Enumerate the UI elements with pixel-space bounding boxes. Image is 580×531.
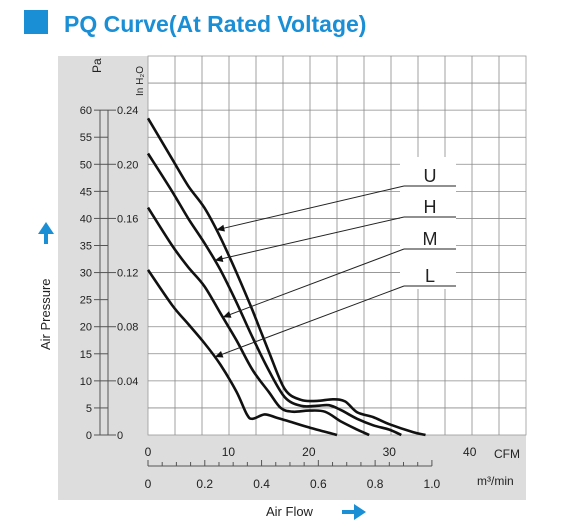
grid (148, 56, 526, 435)
x-cfm-tick-label: 0 (145, 445, 152, 459)
left-axis-panel (58, 56, 148, 500)
x-unit-cfm: CFM (494, 447, 520, 461)
y-pa-tick-label: 15 (80, 349, 92, 361)
y-pa-tick-label: 50 (80, 159, 92, 171)
y-pa-tick-label: 10 (80, 376, 92, 388)
x-axis-title: Air Flow (266, 504, 314, 519)
series-line-m (146, 206, 370, 437)
x-m3min-tick-label: 0.2 (196, 477, 213, 491)
series-line-h (146, 152, 402, 437)
x-unit-m3min: m³/min (477, 474, 514, 488)
legend-label-u: U (424, 166, 437, 186)
y-pa-tick-label: 30 (80, 268, 92, 280)
y-unit-pa: Pa (90, 58, 104, 73)
x-m3min-tick-label: 0.6 (310, 477, 327, 491)
arrowhead-icon (214, 350, 224, 358)
y-pa-tick-label: 25 (80, 295, 92, 307)
series-line-u (146, 117, 426, 437)
legend-label-l: L (425, 266, 435, 286)
bottom-axis-panel (58, 435, 526, 500)
series-line-l (146, 269, 338, 437)
y-pa-tick-label: 45 (80, 186, 92, 198)
series-lines (146, 117, 426, 437)
y-inh2o-tick-label: 0.16 (117, 213, 138, 225)
y-pa-tick-label: 60 (80, 105, 92, 117)
y-pa-tick-label: 40 (80, 213, 92, 225)
legend-leader-h (214, 216, 405, 261)
legend-label-m: M (423, 229, 438, 249)
y-pa-tick-label: 35 (80, 241, 92, 253)
title-accent-square (24, 10, 48, 34)
x-cfm-tick-label: 20 (302, 445, 316, 459)
page-title: PQ Curve(At Rated Voltage) (64, 11, 366, 37)
x-cfm-tick-label: 40 (463, 445, 477, 459)
y-pa-tick-label: 20 (80, 322, 92, 334)
y-inh2o-tick-label: 0 (117, 430, 123, 442)
y-unit-inh2o: In H₂O (135, 66, 146, 96)
y-inh2o-tick-label: 0.08 (117, 322, 138, 334)
y-axis-arrow-icon (38, 222, 54, 244)
x-m3min-tick-label: 0.4 (253, 477, 270, 491)
arrowhead-icon (222, 311, 232, 318)
y-inh2o-tick-label: 0.12 (117, 268, 138, 280)
legend-box (400, 157, 456, 289)
x-axis-arrow-icon (342, 504, 366, 520)
x-m3min-tick-label: 0 (145, 477, 152, 491)
x-cfm-tick-label: 10 (222, 445, 236, 459)
x-m3min-tick-label: 1.0 (424, 477, 441, 491)
legend-leader-l (214, 285, 405, 358)
legend-leader-m (222, 248, 405, 318)
y-axis-title: Air Pressure (38, 278, 53, 350)
x-cfm-tick-label: 30 (383, 445, 397, 459)
arrowhead-icon (216, 224, 225, 232)
legend-leader-u (216, 185, 405, 231)
y-inh2o-tick-label: 0.24 (117, 105, 138, 117)
y-inh2o-tick-label: 0.04 (117, 376, 138, 388)
legend-label-h: H (424, 197, 437, 217)
x-m3min-tick-label: 0.8 (367, 477, 384, 491)
y-pa-tick-label: 0 (86, 430, 92, 442)
y-pa-tick-label: 55 (80, 132, 92, 144)
y-inh2o-tick-label: 0.20 (117, 159, 138, 171)
arrowhead-icon (214, 255, 224, 263)
axes: 0 5 10 15 20 25 30 35 40 45 50 55 60 0 0.04 0.08 0.12 0.1… (80, 105, 477, 491)
y-pa-tick-label: 5 (86, 403, 92, 415)
